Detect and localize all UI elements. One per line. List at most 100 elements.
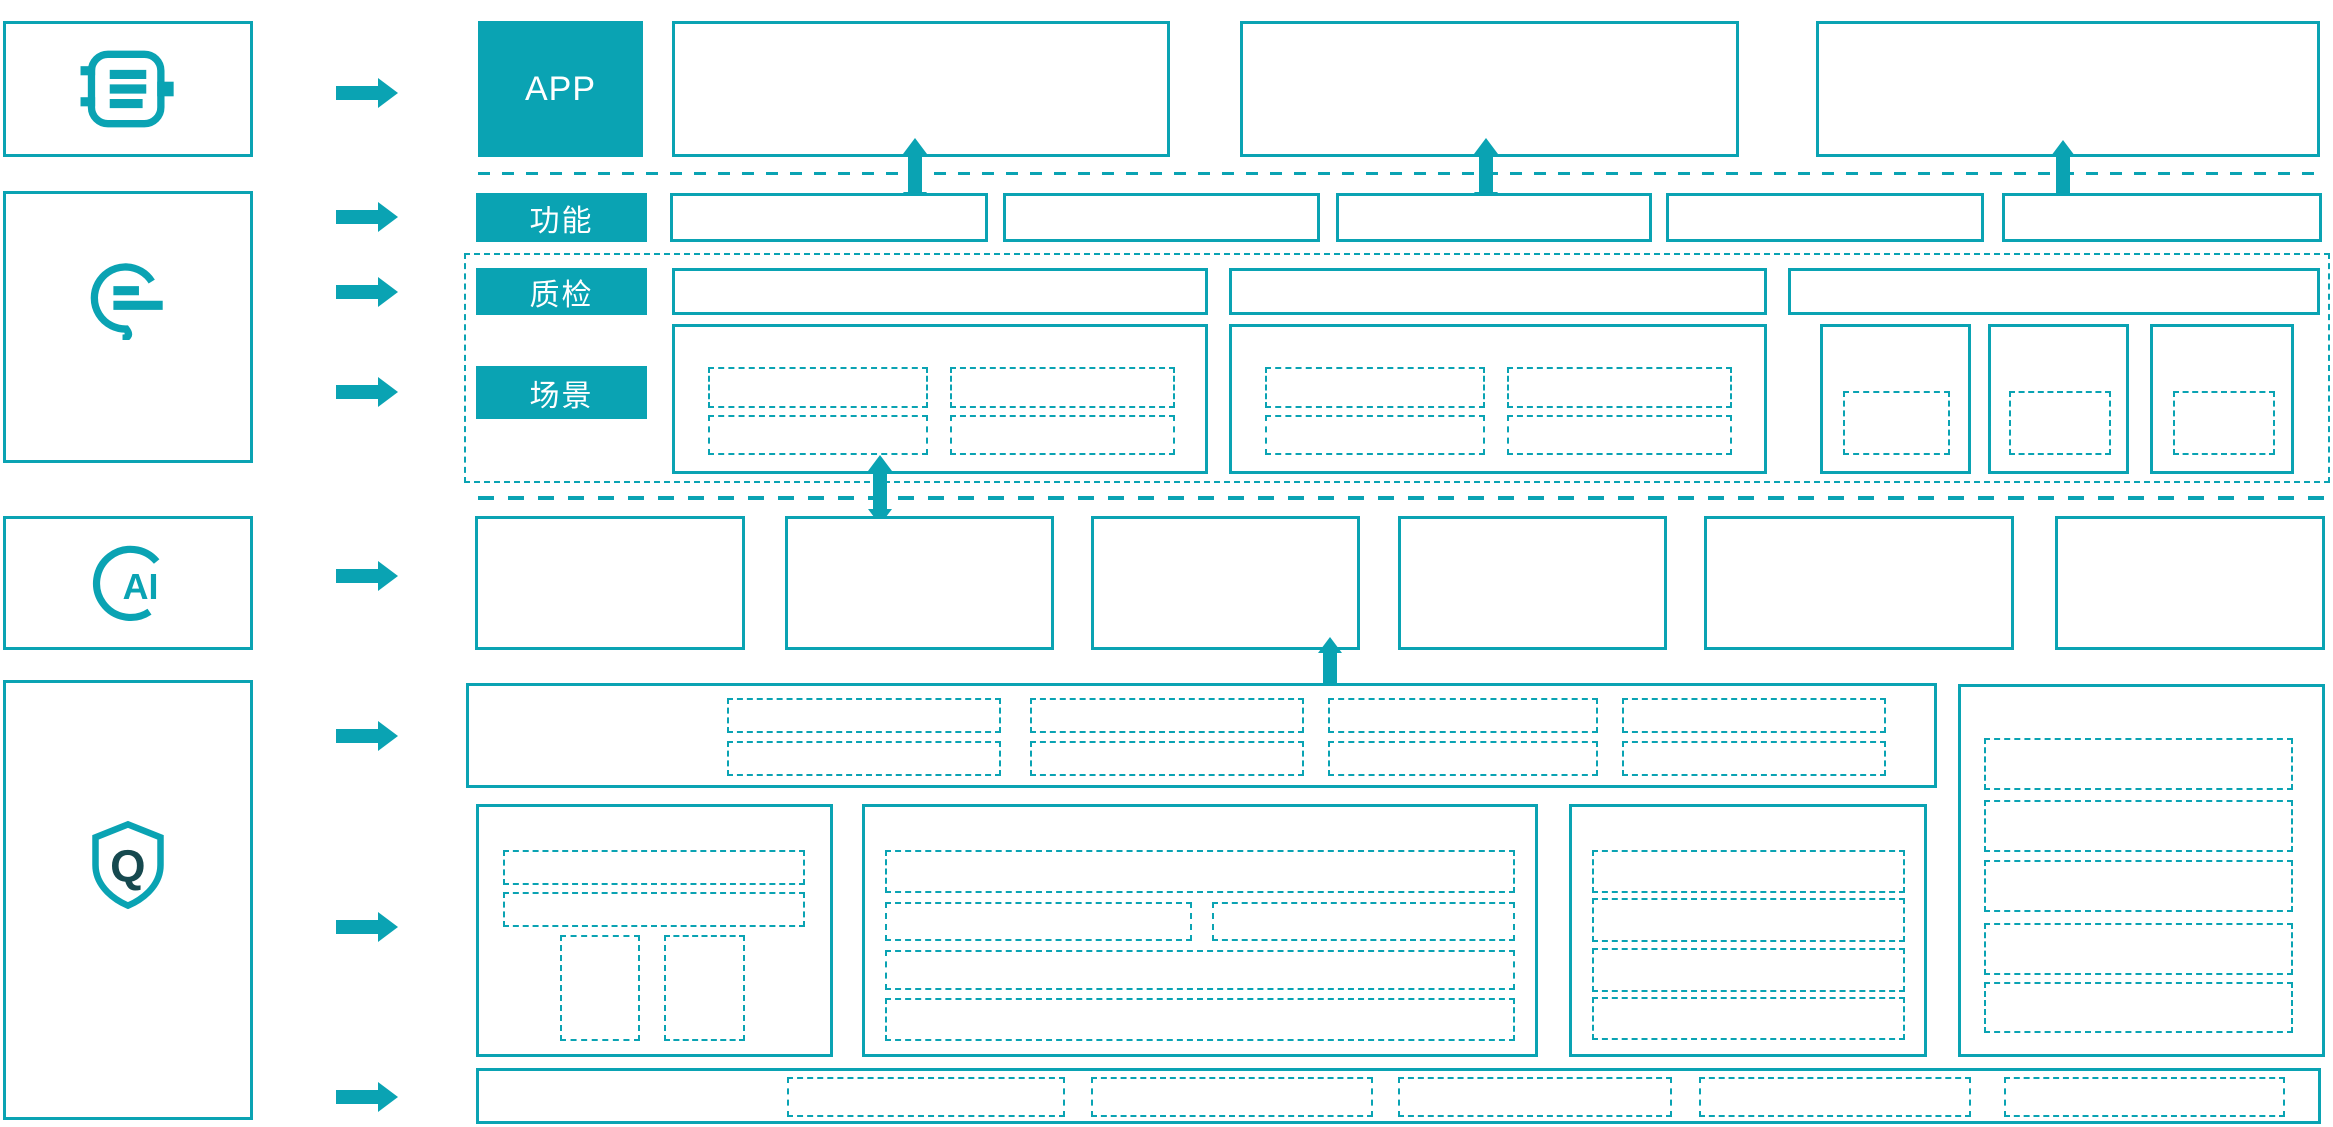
scene-slot bbox=[708, 415, 928, 455]
flow-arrow-app bbox=[336, 78, 398, 108]
middle-box-4 bbox=[1398, 516, 1667, 650]
bottom-slot bbox=[2004, 1077, 2285, 1117]
bottom-bar bbox=[476, 1068, 2321, 1124]
server-list-icon bbox=[6, 24, 250, 154]
link-arrow-1 bbox=[903, 138, 927, 208]
main-box-center bbox=[862, 804, 1538, 1057]
flow-arrow-quality bbox=[336, 277, 398, 307]
quality-box-1 bbox=[672, 268, 1208, 315]
flow-arrow-bottom-bar bbox=[336, 1082, 398, 1112]
main-slot bbox=[1592, 898, 1905, 942]
scene-chip: 场景 bbox=[476, 366, 647, 419]
scene-slot bbox=[2009, 391, 2111, 455]
flow-arrow-top-bar bbox=[336, 721, 398, 751]
tall-slot bbox=[1984, 982, 2293, 1033]
scene-slot bbox=[950, 367, 1175, 408]
middle-box-3 bbox=[1091, 516, 1360, 650]
middle-box-5 bbox=[1704, 516, 2014, 650]
left-panel-ai: AI bbox=[3, 516, 253, 650]
agent-chat-icon bbox=[6, 194, 250, 522]
quality-chip-label: 质检 bbox=[529, 278, 594, 312]
scene-slot bbox=[1265, 367, 1485, 408]
app-box-1 bbox=[672, 21, 1170, 157]
scene-slot bbox=[1843, 391, 1950, 455]
link-arrow-2 bbox=[1474, 138, 1498, 208]
feature-chip-label: 功能 bbox=[529, 204, 594, 238]
shield-letter: Q bbox=[110, 840, 145, 891]
ai-letters: AI bbox=[123, 567, 159, 607]
scene-slot bbox=[950, 415, 1175, 455]
app-chip-label: APP bbox=[524, 69, 597, 108]
bottom-slot bbox=[1398, 1077, 1672, 1117]
app-chip: APP bbox=[478, 21, 643, 157]
feature-box-2 bbox=[1003, 193, 1320, 242]
app-box-2 bbox=[1240, 21, 1739, 157]
tall-slot bbox=[1984, 860, 2293, 912]
middle-box-1 bbox=[475, 516, 745, 650]
left-panel-data-source bbox=[3, 21, 253, 157]
main-slot bbox=[885, 902, 1192, 941]
scene-slot bbox=[1507, 367, 1732, 408]
quality-chip: 质检 bbox=[476, 268, 647, 315]
main-box-right bbox=[1569, 804, 1927, 1057]
flow-arrow-scene bbox=[336, 377, 398, 407]
main-slot bbox=[885, 998, 1515, 1041]
main-slot bbox=[1212, 902, 1515, 941]
main-slot bbox=[1592, 850, 1905, 893]
flow-arrow-main-section bbox=[336, 912, 398, 942]
link-arrow-3 bbox=[2051, 140, 2075, 210]
scene-chip-label: 场景 bbox=[529, 379, 594, 413]
left-panel-quality-shield: Q bbox=[3, 680, 253, 1120]
scene-slot bbox=[1265, 415, 1485, 455]
bar-slot bbox=[1328, 741, 1598, 776]
feature-box-4 bbox=[1666, 193, 1984, 242]
feature-box-3 bbox=[1336, 193, 1652, 242]
tall-slot bbox=[1984, 923, 2293, 975]
main-box-left bbox=[476, 804, 833, 1057]
quality-scene-group bbox=[464, 253, 2330, 483]
bar-slot bbox=[1030, 741, 1304, 776]
main-slot bbox=[503, 892, 805, 927]
link-arrow-4 bbox=[868, 455, 892, 525]
main-slot-tall bbox=[664, 935, 745, 1041]
bar-slot bbox=[1328, 698, 1598, 733]
main-slot bbox=[503, 850, 805, 885]
shield-quality-icon: Q bbox=[6, 683, 250, 1127]
scene-small-box-1 bbox=[1820, 324, 1971, 474]
tall-box-right bbox=[1958, 684, 2325, 1057]
separator-dashed-1 bbox=[478, 172, 2323, 175]
quality-box-2 bbox=[1229, 268, 1767, 315]
bar-slot bbox=[1030, 698, 1304, 733]
tall-slot bbox=[1984, 738, 2293, 790]
scene-small-box-2 bbox=[1988, 324, 2129, 474]
tall-slot bbox=[1984, 800, 2293, 852]
main-slot bbox=[1592, 948, 1905, 992]
middle-box-2 bbox=[785, 516, 1054, 650]
bottom-slot bbox=[1091, 1077, 1373, 1117]
feature-box-1 bbox=[670, 193, 988, 242]
flow-arrow-middle-row bbox=[336, 561, 398, 591]
middle-box-6 bbox=[2055, 516, 2325, 650]
flow-arrow-feature bbox=[336, 202, 398, 232]
scene-large-box-2 bbox=[1229, 324, 1767, 474]
bottom-slot bbox=[1699, 1077, 1971, 1117]
bottom-top-bar bbox=[466, 683, 1937, 788]
ai-head-icon: AI bbox=[6, 519, 250, 647]
main-slot bbox=[885, 850, 1515, 893]
app-box-3 bbox=[1816, 21, 2320, 157]
bar-slot bbox=[1622, 741, 1886, 776]
scene-small-box-3 bbox=[2150, 324, 2294, 474]
left-panel-agent bbox=[3, 191, 253, 463]
main-slot bbox=[885, 950, 1515, 990]
separator-dashed-2 bbox=[478, 496, 2333, 500]
quality-box-3 bbox=[1788, 268, 2320, 315]
bar-slot bbox=[1622, 698, 1886, 733]
bar-slot bbox=[727, 698, 1001, 733]
main-slot bbox=[1592, 997, 1905, 1040]
feature-box-5 bbox=[2002, 193, 2322, 242]
bar-slot bbox=[727, 741, 1001, 776]
main-slot-tall bbox=[560, 935, 640, 1041]
scene-large-box-1 bbox=[672, 324, 1208, 474]
scene-slot bbox=[708, 367, 928, 408]
